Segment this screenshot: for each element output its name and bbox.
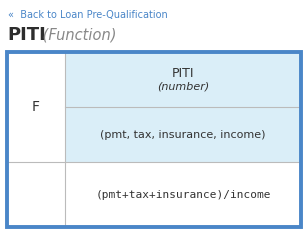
- Bar: [7, 52, 301, 227]
- Text: F: F: [32, 100, 40, 114]
- Text: PITI: PITI: [7, 26, 46, 44]
- Text: «  Back to Loan Pre-Qualification: « Back to Loan Pre-Qualification: [8, 10, 168, 20]
- Bar: [7, 52, 65, 162]
- Bar: [65, 52, 301, 162]
- Text: (pmt+tax+insurance)/income: (pmt+tax+insurance)/income: [95, 190, 271, 200]
- Text: (Function): (Function): [38, 27, 116, 42]
- Bar: [7, 162, 301, 227]
- Text: PITI: PITI: [172, 67, 194, 80]
- Text: (number): (number): [157, 81, 209, 91]
- Text: (pmt, tax, insurance, income): (pmt, tax, insurance, income): [100, 129, 266, 139]
